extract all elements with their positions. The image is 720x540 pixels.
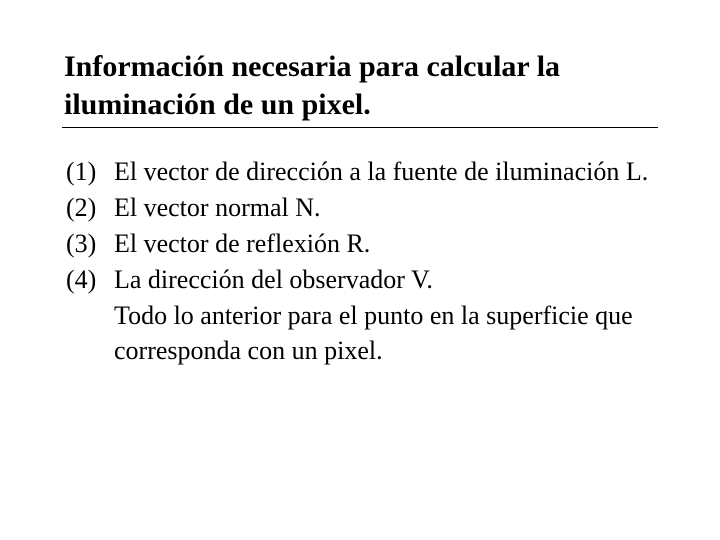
list-item: (1) El vector de dirección a la fuente d… [66,154,658,190]
list-item-number: (3) [66,226,114,262]
list-item-text: El vector de reflexión R. [114,226,658,262]
list-item-number: (4) [66,262,114,298]
list-item: (4) La dirección del observador V. [66,262,658,298]
numbered-list: (1) El vector de dirección a la fuente d… [62,154,658,369]
list-item: (2) El vector normal N. [66,190,658,226]
list-item-text: La dirección del observador V. [114,262,658,298]
list-item-text: El vector de dirección a la fuente de il… [114,154,658,190]
list-item: (3) El vector de reflexión R. [66,226,658,262]
slide-title: Información necesaria para calcular la i… [62,48,658,128]
list-item-text: El vector normal N. [114,190,658,226]
list-tail-text: Todo lo anterior para el punto en la sup… [66,298,658,370]
list-item-number: (1) [66,154,114,190]
list-item-number: (2) [66,190,114,226]
